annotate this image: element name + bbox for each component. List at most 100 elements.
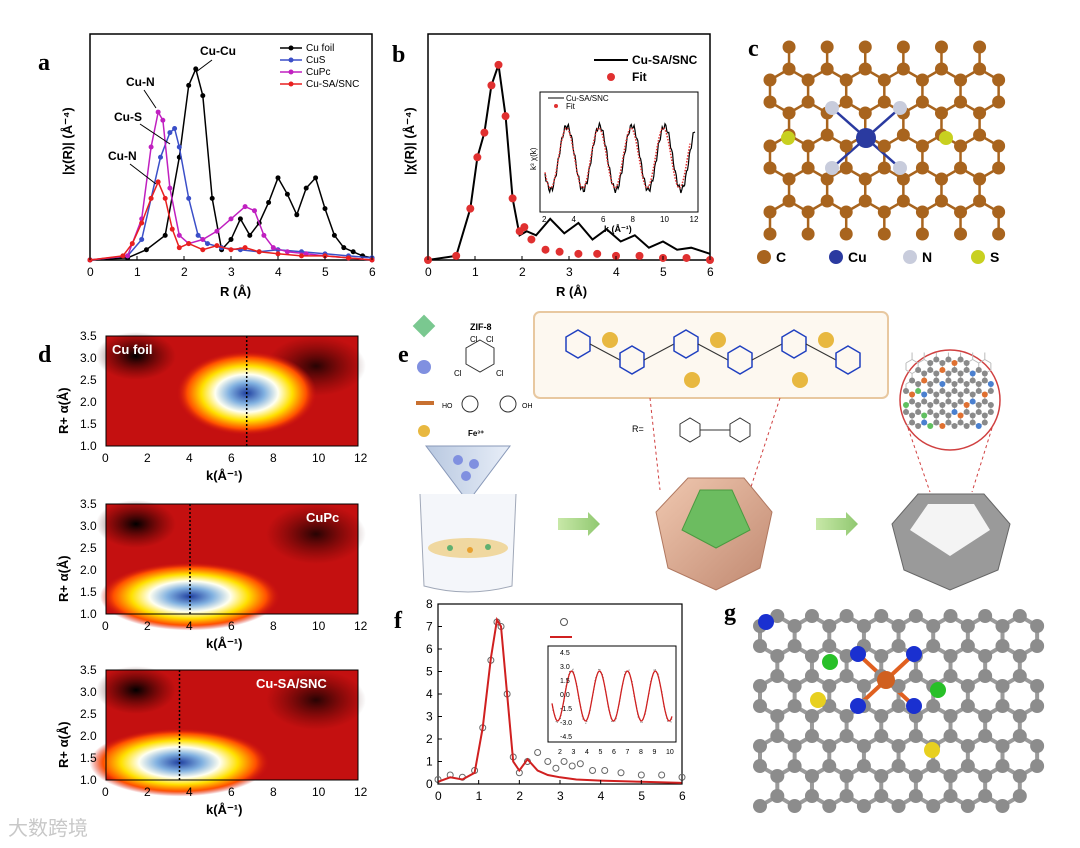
atom [933, 412, 940, 419]
inset-b-xtick-0: 2 [542, 215, 547, 224]
inset-b-xtick-5: 12 [690, 215, 699, 224]
panel-a-series [87, 66, 375, 263]
atom [963, 423, 970, 429]
atom [926, 619, 941, 633]
atom-n-0 [825, 101, 839, 115]
point-1-6 [494, 60, 503, 69]
atom [804, 709, 819, 723]
atom [839, 139, 853, 153]
atom [822, 699, 837, 713]
heatmap-1-ytick-4: 3.0 [80, 519, 97, 533]
atom [782, 40, 796, 54]
atom [891, 759, 906, 773]
atom [782, 172, 796, 186]
zoom-line-4 [971, 427, 993, 493]
xtick-label-1: 1 [472, 265, 479, 279]
atom [753, 799, 767, 813]
atom [858, 172, 872, 186]
point-3-15 [275, 251, 281, 257]
heatmap-2-xtick-1: 2 [144, 785, 151, 799]
annotation-cu-s-arrow [139, 123, 171, 145]
panel-g-letter: g [724, 600, 736, 626]
legend-c-sulfur: S [990, 249, 999, 265]
legend-f-data-marker [560, 618, 568, 626]
atom [963, 367, 970, 373]
atom [954, 227, 968, 241]
atom [933, 391, 940, 398]
panel-d: d Cu foil 0 2 4 6 8 10 12 1.0 1.5 2.0 2.5 3.0 3.5 k(Å⁻… [38, 329, 368, 817]
point-0-13 [544, 758, 552, 765]
atom-s-left [781, 131, 795, 145]
series-line-3 [89, 179, 373, 261]
heatmap-2-ytick-2: 2.0 [80, 729, 97, 743]
atom [891, 619, 906, 633]
atom [921, 370, 928, 377]
atom [839, 227, 853, 241]
atom [981, 391, 988, 398]
atom [927, 360, 934, 366]
legend-cupc: CuPc [306, 67, 330, 78]
atom [753, 639, 767, 653]
point-1-4 [480, 128, 489, 137]
beaker-particle-3 [485, 544, 491, 550]
ytick-label-3: 3 [426, 710, 433, 724]
atom [975, 388, 982, 394]
fe-ion-4 [818, 332, 834, 348]
atom [981, 412, 988, 419]
atom [891, 799, 906, 813]
phosphazene-ring-1 [619, 345, 645, 375]
phosphazene-ring-2 [673, 329, 699, 359]
legend-b-fit: Fit [632, 70, 647, 84]
arrow-step-2-icon [816, 512, 858, 536]
atom [926, 799, 941, 813]
atom [877, 205, 891, 219]
atom-g-n-4 [758, 614, 774, 630]
inset-b-fit-line [544, 127, 691, 189]
r-group-ring-right [729, 417, 751, 443]
point-1-3 [473, 153, 482, 162]
point-1-14 [574, 249, 583, 258]
heatmap-2-ytick-1: 1.5 [80, 751, 97, 765]
heatmap-2-xtick-3: 6 [228, 785, 235, 799]
atom [770, 609, 785, 623]
atom [782, 194, 796, 208]
atom [927, 409, 934, 415]
point-1-2 [466, 204, 475, 213]
atom [960, 739, 975, 753]
point-0-16 [568, 762, 576, 770]
atom [975, 409, 982, 415]
panel-b-inset-frame [539, 91, 699, 213]
inset-b-legend-marker [554, 104, 558, 108]
atom [992, 161, 1006, 175]
heatmap-0-xtick-5: 10 [312, 451, 326, 465]
inset-f-ytick-0: 4.5 [560, 650, 570, 657]
atom [909, 412, 916, 419]
atom [801, 205, 815, 219]
annotation-cu-n-1-arrow [143, 89, 157, 109]
atom [939, 388, 946, 394]
cl-label-1: Cl [470, 335, 478, 344]
heatmap-0-xlabel: k(Å⁻¹) [206, 468, 242, 483]
atom [915, 95, 929, 109]
atom [915, 381, 922, 387]
point-1-5 [167, 130, 173, 136]
atom [934, 172, 948, 186]
atom [987, 388, 994, 394]
point-2-3 [148, 144, 154, 150]
atom [943, 769, 958, 783]
atom [1030, 739, 1045, 753]
atom [960, 679, 975, 693]
point-2-10 [214, 228, 220, 234]
atom [992, 95, 1006, 109]
xtick-label-3: 3 [228, 265, 235, 279]
bps-ring-right [499, 395, 517, 413]
atom [926, 639, 941, 653]
atom [926, 699, 941, 713]
point-0-8 [209, 195, 215, 201]
fe-ion-1 [684, 372, 700, 388]
heatmap-2-ytick-3: 2.5 [80, 707, 97, 721]
inset-b-xtick-2: 6 [601, 215, 606, 224]
annotation-cu-n-2: Cu-N [108, 149, 137, 163]
zif8-label: ZIF-8 [470, 322, 492, 332]
